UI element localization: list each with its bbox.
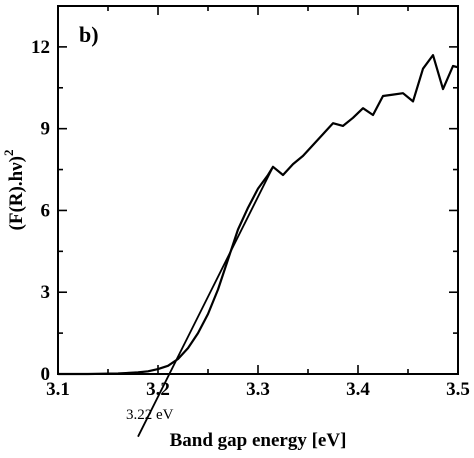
y-tick-label: 3 — [41, 282, 51, 303]
x-tick-label: 3.3 — [246, 379, 270, 400]
x-tick-label: 3.5 — [446, 379, 470, 400]
series-line — [58, 54, 459, 376]
y-tick-label: 9 — [41, 119, 51, 140]
x-axis-title: Band gap energy [eV] — [170, 430, 347, 451]
x-tick-label: 3.1 — [46, 379, 70, 400]
y-axis-title: (F(R).hν)2 — [1, 150, 27, 231]
plot-frame — [57, 5, 459, 375]
y-tick-label: 0 — [41, 364, 51, 385]
panel-label: b) — [79, 22, 99, 47]
x-tick-label: 3.4 — [346, 379, 370, 400]
y-tick-label: 6 — [41, 200, 51, 221]
y-axis-title-main: (F(R).hν) — [6, 156, 27, 230]
y-axis-title-superscript: 2 — [1, 150, 16, 157]
y-tick-label: 12 — [31, 37, 50, 58]
annotation-label: 3.22 eV — [126, 407, 174, 423]
tangent-line — [137, 166, 274, 438]
